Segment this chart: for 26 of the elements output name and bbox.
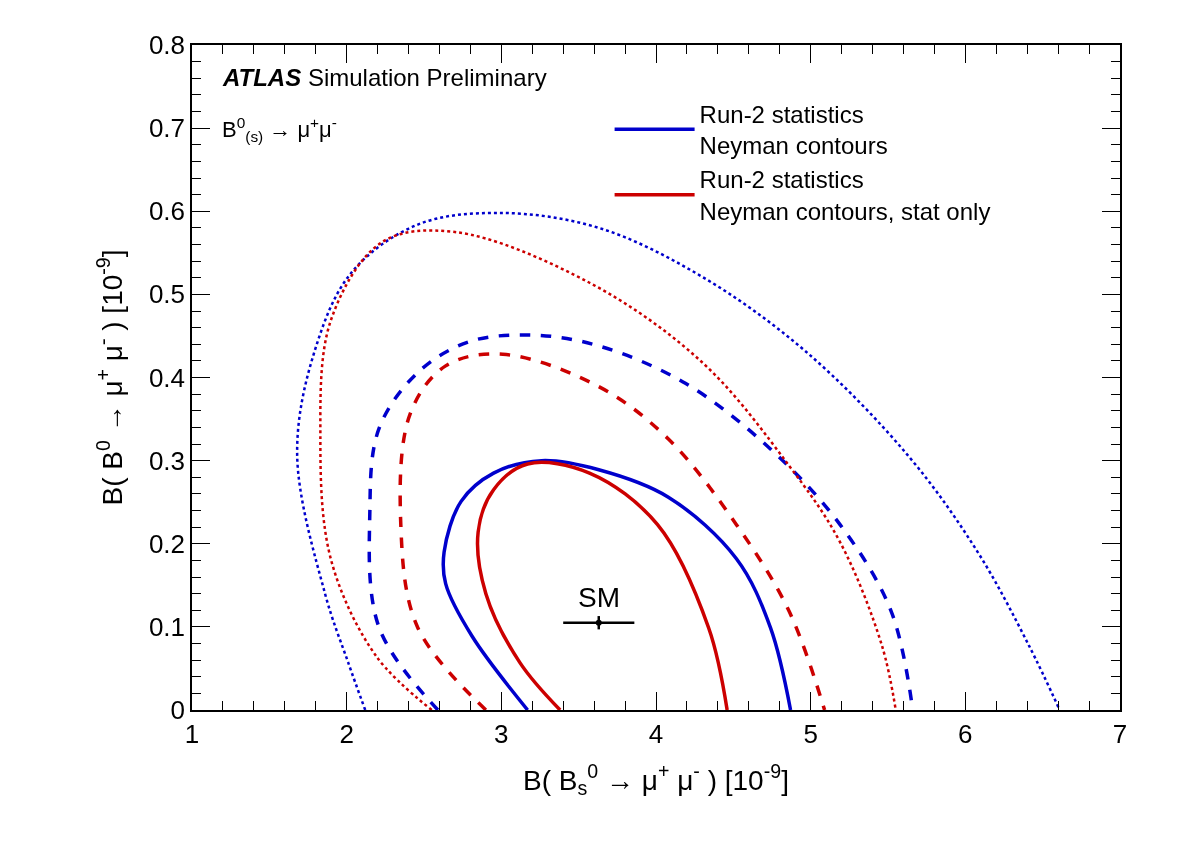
y-tick-label: 0.5 (148, 279, 186, 310)
y-tick-label: 0.3 (148, 445, 186, 476)
annotation: B$^{0}$$_{(s)}$ → μ$^{+}$μ$^{-}$ (222, 114, 337, 145)
y-tick-label: 0.1 (148, 611, 186, 642)
y-tick-label: 0.4 (148, 362, 186, 393)
line-series (398, 352, 827, 710)
line-series (441, 458, 793, 710)
y-tick-label: 0.8 (148, 30, 186, 61)
annotation: ATLAS Simulation Preliminary (222, 64, 547, 91)
line-series (367, 333, 915, 710)
y-tick-label: 0.7 (148, 113, 186, 144)
y-tick-label: 0.2 (148, 528, 186, 559)
x-tick-label: 1 (184, 718, 200, 749)
y-tick-label: 0 (170, 695, 186, 726)
legend-label: Run-2 statistics Neyman contours (699, 101, 888, 160)
x-tick-label: 3 (494, 718, 509, 749)
text: B( B$_{s}$$^{0}$ → μ$^{+}$ μ$^{-}$ ) [10$^{-9}$] (523, 759, 789, 800)
x-tick-label: 4 (648, 718, 664, 749)
x-tick-label: 6 (958, 718, 973, 749)
x-tick-label: 2 (339, 718, 354, 749)
x-tick-label: 5 (803, 718, 818, 749)
annotation: SM (578, 582, 620, 613)
line-series (319, 229, 897, 710)
x-tick-label: 7 (1112, 718, 1128, 749)
legend-label: Run-2 statistics Neyman contours, stat only (699, 166, 991, 225)
y-tick-label: 0.6 (148, 196, 186, 227)
